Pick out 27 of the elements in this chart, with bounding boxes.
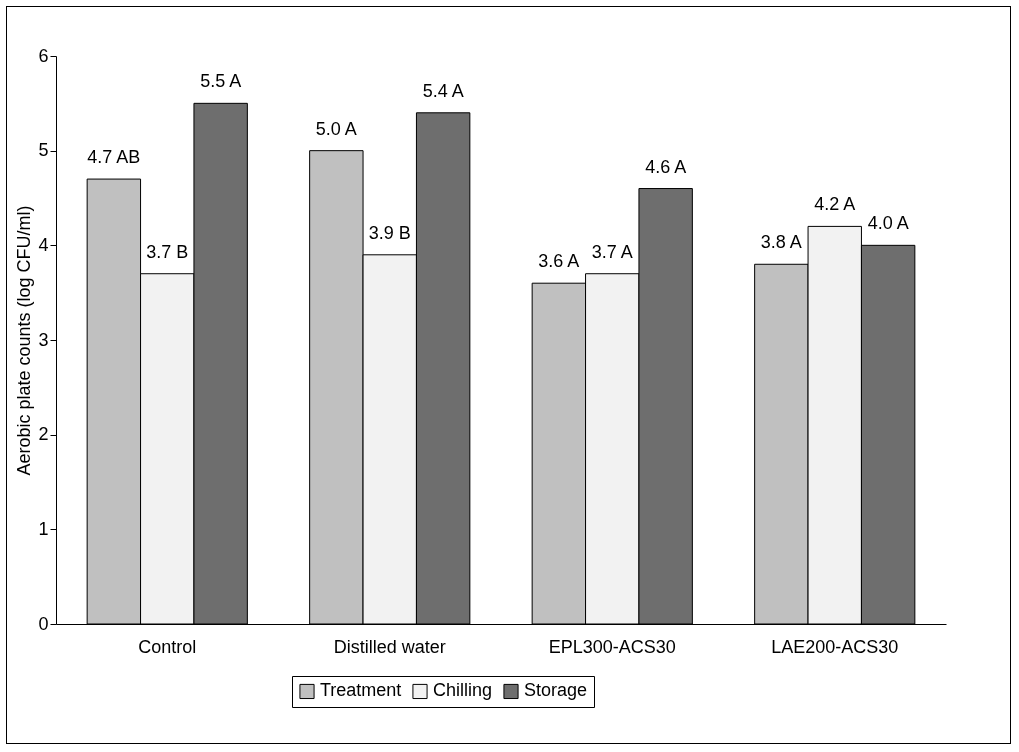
- y-tick-label: 5: [38, 140, 49, 161]
- x-tick-label: LAE200-ACS30: [771, 636, 899, 657]
- data-label: 4.7 AB: [87, 147, 141, 168]
- y-tick-label: 3: [38, 329, 49, 350]
- y-tick-label: 0: [38, 613, 49, 634]
- data-label: 4.2 A: [814, 194, 856, 215]
- y-tick-label: 2: [38, 424, 49, 445]
- data-label: 5.0 A: [315, 118, 357, 139]
- legend-label: Treatment: [320, 680, 402, 701]
- data-label: 4.6 A: [645, 156, 687, 177]
- data-label: 3.8 A: [760, 232, 802, 253]
- x-tick-label: Control: [138, 636, 197, 657]
- legend-label: Chilling: [433, 680, 493, 701]
- y-axis-title: Aerobic plate counts (log CFU/ml): [14, 205, 35, 476]
- data-label: 3.6 A: [538, 251, 580, 272]
- legend-label: Storage: [524, 680, 588, 701]
- y-tick-label: 4: [38, 234, 49, 255]
- data-label: 4.0 A: [867, 213, 909, 234]
- y-tick-label: 6: [38, 45, 49, 66]
- data-label: 3.9 B: [368, 222, 411, 243]
- data-label: 3.7 A: [591, 241, 633, 262]
- y-tick-label: 1: [38, 518, 49, 539]
- data-label: 5.5 A: [200, 71, 242, 92]
- x-tick-label: EPL300-ACS30: [548, 636, 676, 657]
- data-label: 5.4 A: [422, 80, 464, 101]
- x-tick-label: Distilled water: [333, 636, 446, 657]
- data-label: 3.7 B: [146, 241, 189, 262]
